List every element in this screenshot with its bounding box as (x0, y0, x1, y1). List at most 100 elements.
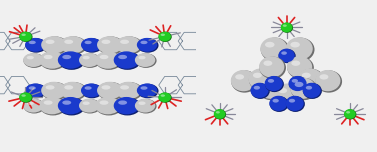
Ellipse shape (19, 32, 32, 42)
Ellipse shape (291, 60, 300, 66)
Ellipse shape (58, 52, 85, 70)
Ellipse shape (95, 97, 121, 114)
Ellipse shape (137, 38, 159, 53)
Ellipse shape (260, 37, 287, 60)
Ellipse shape (250, 83, 268, 98)
Ellipse shape (286, 37, 313, 60)
Ellipse shape (19, 32, 32, 41)
Ellipse shape (287, 57, 314, 79)
Ellipse shape (297, 68, 323, 90)
Ellipse shape (251, 83, 270, 99)
Ellipse shape (25, 38, 47, 53)
Ellipse shape (161, 34, 165, 36)
Ellipse shape (273, 99, 279, 103)
Ellipse shape (62, 55, 71, 59)
Ellipse shape (60, 36, 85, 54)
Ellipse shape (81, 38, 101, 52)
Ellipse shape (159, 93, 172, 103)
Ellipse shape (114, 97, 141, 116)
Ellipse shape (281, 22, 292, 32)
Ellipse shape (287, 56, 312, 78)
Ellipse shape (279, 49, 296, 63)
Ellipse shape (254, 86, 260, 90)
Ellipse shape (25, 38, 46, 52)
Ellipse shape (79, 53, 101, 68)
Ellipse shape (278, 49, 295, 62)
Ellipse shape (95, 51, 121, 69)
Ellipse shape (281, 23, 293, 33)
Ellipse shape (44, 100, 52, 105)
Ellipse shape (249, 69, 276, 91)
Ellipse shape (25, 83, 46, 97)
Ellipse shape (264, 60, 272, 66)
Ellipse shape (290, 42, 300, 47)
Ellipse shape (298, 69, 324, 91)
Ellipse shape (161, 94, 165, 97)
Ellipse shape (235, 74, 244, 79)
Ellipse shape (265, 76, 284, 92)
Ellipse shape (288, 76, 307, 91)
Ellipse shape (137, 84, 159, 98)
Ellipse shape (114, 97, 139, 114)
Ellipse shape (265, 76, 283, 91)
Ellipse shape (159, 32, 172, 42)
Ellipse shape (114, 51, 139, 69)
Ellipse shape (95, 52, 122, 70)
Ellipse shape (259, 56, 284, 78)
Ellipse shape (268, 79, 274, 83)
Ellipse shape (281, 51, 287, 55)
Ellipse shape (303, 83, 322, 99)
Ellipse shape (39, 51, 65, 69)
Ellipse shape (39, 97, 65, 114)
Ellipse shape (138, 56, 146, 59)
Ellipse shape (81, 83, 101, 97)
Ellipse shape (114, 52, 141, 70)
Ellipse shape (278, 88, 287, 93)
Ellipse shape (269, 96, 287, 111)
Ellipse shape (58, 97, 83, 114)
Ellipse shape (140, 41, 147, 44)
Ellipse shape (44, 55, 52, 59)
Ellipse shape (320, 74, 328, 79)
Ellipse shape (79, 99, 101, 114)
Ellipse shape (100, 55, 109, 59)
Ellipse shape (118, 55, 127, 59)
Ellipse shape (289, 76, 308, 92)
Ellipse shape (46, 40, 55, 44)
Ellipse shape (41, 36, 68, 55)
Ellipse shape (346, 111, 350, 114)
Ellipse shape (135, 99, 155, 113)
Ellipse shape (60, 82, 87, 100)
Ellipse shape (120, 40, 129, 44)
Ellipse shape (19, 93, 32, 103)
Ellipse shape (81, 38, 103, 53)
Ellipse shape (27, 102, 34, 105)
Ellipse shape (294, 82, 303, 87)
Ellipse shape (60, 82, 85, 99)
Ellipse shape (258, 78, 285, 100)
Ellipse shape (231, 70, 258, 93)
Ellipse shape (23, 99, 45, 114)
Ellipse shape (81, 84, 103, 98)
Ellipse shape (41, 82, 68, 100)
Ellipse shape (265, 42, 274, 47)
Ellipse shape (286, 38, 314, 62)
Ellipse shape (83, 56, 90, 59)
Ellipse shape (214, 109, 225, 119)
Ellipse shape (253, 73, 262, 78)
Ellipse shape (40, 52, 66, 70)
Ellipse shape (25, 84, 47, 98)
Ellipse shape (60, 36, 87, 55)
Ellipse shape (97, 82, 123, 99)
Ellipse shape (58, 51, 83, 69)
Ellipse shape (344, 109, 356, 119)
Ellipse shape (344, 109, 356, 119)
Ellipse shape (303, 83, 321, 98)
Ellipse shape (137, 38, 157, 52)
Ellipse shape (21, 34, 26, 36)
Ellipse shape (216, 111, 220, 114)
Ellipse shape (101, 85, 110, 90)
Ellipse shape (257, 78, 283, 99)
Ellipse shape (292, 79, 298, 83)
Ellipse shape (261, 38, 289, 62)
